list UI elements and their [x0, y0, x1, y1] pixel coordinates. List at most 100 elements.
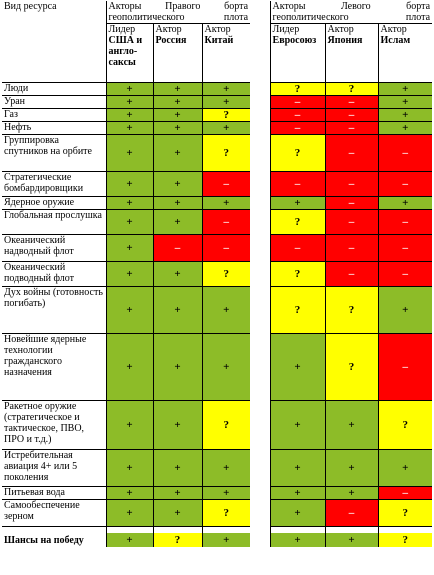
- rating-cell: +: [152, 134, 202, 172]
- gap-column: [250, 95, 271, 109]
- resource-label: Океанический надводный флот: [2, 234, 106, 262]
- rating-cell: +: [269, 333, 326, 401]
- spacer-cell: [324, 526, 379, 533]
- rating-cell: +: [152, 171, 202, 197]
- resource-label: Ядерное оружие: [2, 196, 106, 210]
- actor-header: Лидер США и англо-саксы: [105, 23, 153, 83]
- spacer-cell: [152, 526, 202, 533]
- rating-cell: +: [269, 400, 326, 450]
- rating-cell: –: [377, 171, 433, 197]
- rating-cell: +: [201, 82, 251, 96]
- rating-cell: +: [105, 108, 153, 122]
- table-row: Стратегические бомбардировщики + + – – – –: [2, 171, 433, 197]
- actor-name: Китай: [204, 35, 234, 46]
- table-row: Газ + +? – – +: [2, 108, 433, 122]
- rating-cell: –: [377, 486, 433, 500]
- rating-cell: +: [152, 108, 202, 122]
- actor-role: Актор: [380, 24, 407, 36]
- rating-cell: –: [324, 196, 379, 210]
- rating-cell: ?: [201, 261, 251, 287]
- table-row: Дух войны (готовность погибать) + + +?? +: [2, 286, 433, 334]
- rating-cell: –: [377, 209, 433, 235]
- rating-cell: +: [201, 286, 251, 334]
- rating-cell: –: [269, 171, 326, 197]
- chance-cell: +: [105, 533, 153, 547]
- rating-cell: ?: [377, 499, 433, 527]
- actor-header: Актор Россия: [152, 23, 202, 83]
- table-row: Глобальная прослушка + + –? – –: [2, 209, 433, 235]
- gap-column: [250, 108, 271, 122]
- table-row: Нефть + + + – – +: [2, 121, 433, 135]
- spacer-row: [2, 526, 433, 533]
- right-group-header: Акторы Правого борта геополитического пл…: [105, 1, 251, 24]
- actor-name: США и англо-саксы: [108, 35, 143, 68]
- chances-row: Шансы на победу +? + + +?: [2, 533, 433, 547]
- rating-cell: +: [105, 95, 153, 109]
- actor-header: Актор Китай: [201, 23, 251, 83]
- rating-cell: +: [201, 121, 251, 135]
- rating-cell: ?: [269, 209, 326, 235]
- rating-cell: +: [105, 82, 153, 96]
- rating-cell: +: [152, 449, 202, 487]
- spacer-cell: [201, 526, 251, 533]
- rating-cell: +: [152, 196, 202, 210]
- rating-cell: +: [377, 196, 433, 210]
- rating-cell: +: [152, 121, 202, 135]
- rating-cell: +: [377, 108, 433, 122]
- rating-cell: +: [105, 209, 153, 235]
- rating-cell: ?: [324, 286, 379, 334]
- rating-cell: –: [201, 234, 251, 262]
- rating-cell: +: [152, 486, 202, 500]
- rating-cell: –: [201, 171, 251, 197]
- rating-cell: –: [324, 121, 379, 135]
- spacer-cell: [377, 526, 433, 533]
- resource-label: Глобальная прослушка: [2, 209, 106, 235]
- gap-column: [250, 333, 271, 401]
- actor-header: Лидер Евросоюз: [269, 23, 326, 83]
- gap-column: [250, 234, 271, 262]
- gap-column: [250, 486, 271, 500]
- rating-cell: –: [377, 134, 433, 172]
- actor-name: Россия: [155, 35, 187, 46]
- rating-cell: +: [152, 333, 202, 401]
- gap-column: [250, 261, 271, 287]
- rating-cell: +: [324, 486, 379, 500]
- table-row: Истребительная авиация 4+ или 5 поколени…: [2, 449, 433, 487]
- rating-cell: ?: [324, 82, 379, 96]
- rating-cell: ?: [324, 333, 379, 401]
- rating-cell: –: [201, 209, 251, 235]
- rating-cell: –: [377, 261, 433, 287]
- rating-cell: +: [105, 286, 153, 334]
- actor-name: Ислам: [380, 35, 411, 46]
- rating-cell: +: [377, 82, 433, 96]
- actor-role: Лидер: [272, 24, 300, 36]
- rating-cell: ?: [201, 499, 251, 527]
- gap-column: [250, 209, 271, 235]
- rating-cell: +: [152, 95, 202, 109]
- chance-cell: +: [324, 533, 379, 547]
- rating-cell: ?: [201, 400, 251, 450]
- rating-cell: –: [324, 134, 379, 172]
- gap-column: [250, 82, 271, 96]
- rating-cell: +: [152, 499, 202, 527]
- resource-label: Питьевая вода: [2, 486, 106, 500]
- rating-cell: +: [201, 95, 251, 109]
- rating-cell: +: [201, 449, 251, 487]
- gap-column: [250, 533, 271, 547]
- rating-cell: +: [269, 486, 326, 500]
- rating-cell: +: [324, 449, 379, 487]
- rating-cell: ?: [201, 134, 251, 172]
- rating-cell: +: [269, 499, 326, 527]
- actor-header: Актор Япония: [324, 23, 379, 83]
- resource-label: Стратегические бомбардировщики: [2, 171, 106, 197]
- rating-cell: +: [377, 286, 433, 334]
- rating-cell: –: [152, 234, 202, 262]
- resource-label: Дух войны (готовность погибать): [2, 286, 106, 334]
- rating-cell: +: [105, 499, 153, 527]
- resource-label: Газ: [2, 108, 106, 122]
- gap-column: [250, 196, 271, 210]
- rating-cell: +: [105, 333, 153, 401]
- actor-role: Актор: [204, 24, 231, 36]
- gap-column: [250, 134, 271, 172]
- spacer-cell: [2, 526, 106, 533]
